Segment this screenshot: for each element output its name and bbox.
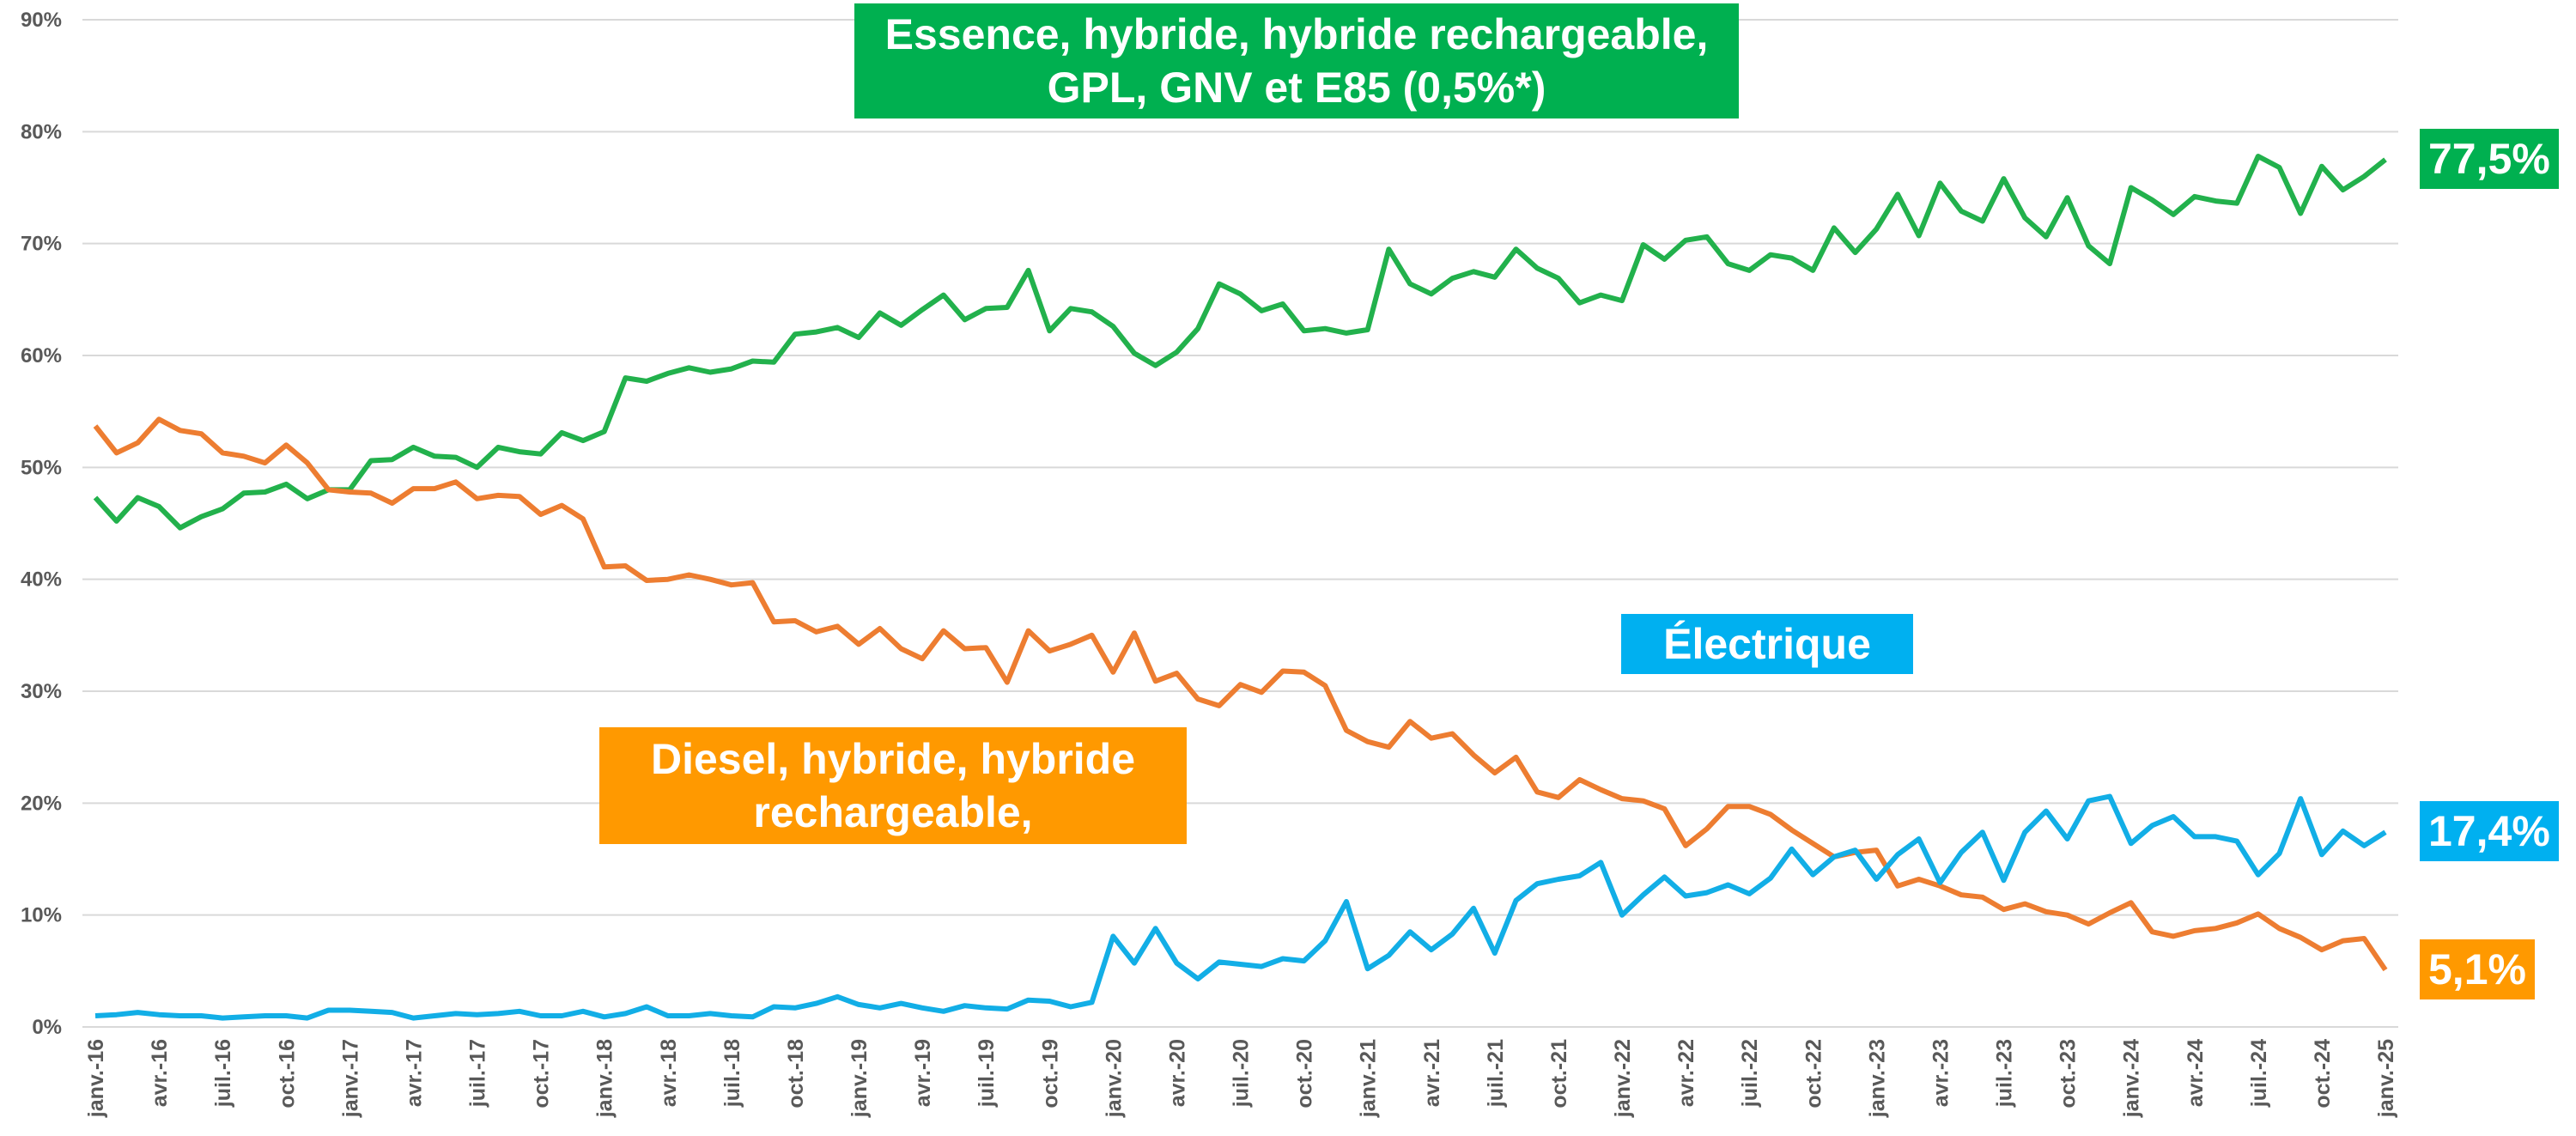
series-label: Électrique [1621,614,1913,674]
end-label: 5,1% [2420,939,2535,999]
x-tick-label: janv.-20 [1102,1039,1126,1118]
x-tick-label: janv.-25 [2374,1039,2398,1118]
series-line [93,154,2387,531]
x-tick-label: juil.-16 [211,1039,235,1108]
y-tick-label: 40% [21,568,62,592]
x-tick-label: avr.-22 [1674,1039,1698,1107]
x-tick-label: oct.-22 [1801,1039,1826,1109]
end-label: 77,5% [2420,128,2559,189]
y-tick-label: 80% [21,120,62,143]
x-tick-label: janv.-17 [338,1039,362,1118]
x-tick-label: avr.-21 [1420,1039,1444,1107]
x-tick-label: janv.-21 [1357,1039,1381,1118]
x-tick-label: avr.-19 [911,1039,935,1107]
y-tick-label: 10% [21,904,62,927]
x-tick-label: janv.-19 [848,1039,872,1118]
x-tick-label: avr.-23 [1929,1039,1953,1107]
x-tick-label: oct.-16 [275,1039,299,1109]
x-tick-label: janv.-24 [2120,1039,2144,1118]
series-label: Diesel, hybride, hybride rechargeable, [599,727,1187,844]
y-tick-label: 90% [21,9,62,32]
x-tick-label: janv.-16 [84,1039,108,1118]
y-tick-label: 50% [21,456,62,479]
x-tick-label: avr.-17 [402,1039,426,1107]
x-tick-label: oct.-23 [2057,1039,2081,1109]
x-tick-label: oct.-19 [1038,1039,1062,1109]
x-tick-label: juil.-24 [2247,1039,2271,1108]
y-tick-label: 60% [21,344,62,368]
x-tick-label: juil.-22 [1738,1039,1762,1108]
x-tick-label: avr.-24 [2184,1039,2208,1107]
series-line [94,793,2387,1021]
x-tick-label: juil.-21 [1484,1039,1508,1108]
x-tick-label: janv.-22 [1611,1039,1635,1118]
x-tick-label: janv.-23 [1865,1039,1889,1118]
x-tick-label: janv.-18 [593,1039,617,1118]
y-tick-label: 30% [21,680,62,703]
x-tick-label: avr.-18 [657,1039,681,1107]
x-tick-label: avr.-20 [1165,1039,1189,1107]
y-tick-label: 20% [21,792,62,815]
x-tick-label: juil.-19 [975,1039,999,1108]
series-label: Essence, hybride, hybride rechargeable, … [854,3,1739,118]
x-tick-label: oct.-20 [1293,1039,1317,1109]
y-tick-label: 0% [32,1016,62,1039]
end-label: 17,4% [2420,801,2559,862]
x-tick-label: oct.-18 [784,1039,808,1109]
x-tick-label: juil.-20 [1230,1039,1254,1108]
x-tick-label: oct.-17 [530,1039,554,1109]
y-tick-label: 70% [21,233,62,256]
x-tick-label: juil.-18 [720,1039,744,1108]
series-line [93,416,2388,972]
x-tick-label: avr.-16 [148,1039,172,1107]
x-tick-label: juil.-17 [466,1039,490,1108]
x-tick-label: oct.-24 [2311,1039,2335,1109]
x-tick-label: oct.-21 [1547,1039,1571,1109]
x-tick-label: juil.-23 [1993,1039,2017,1108]
